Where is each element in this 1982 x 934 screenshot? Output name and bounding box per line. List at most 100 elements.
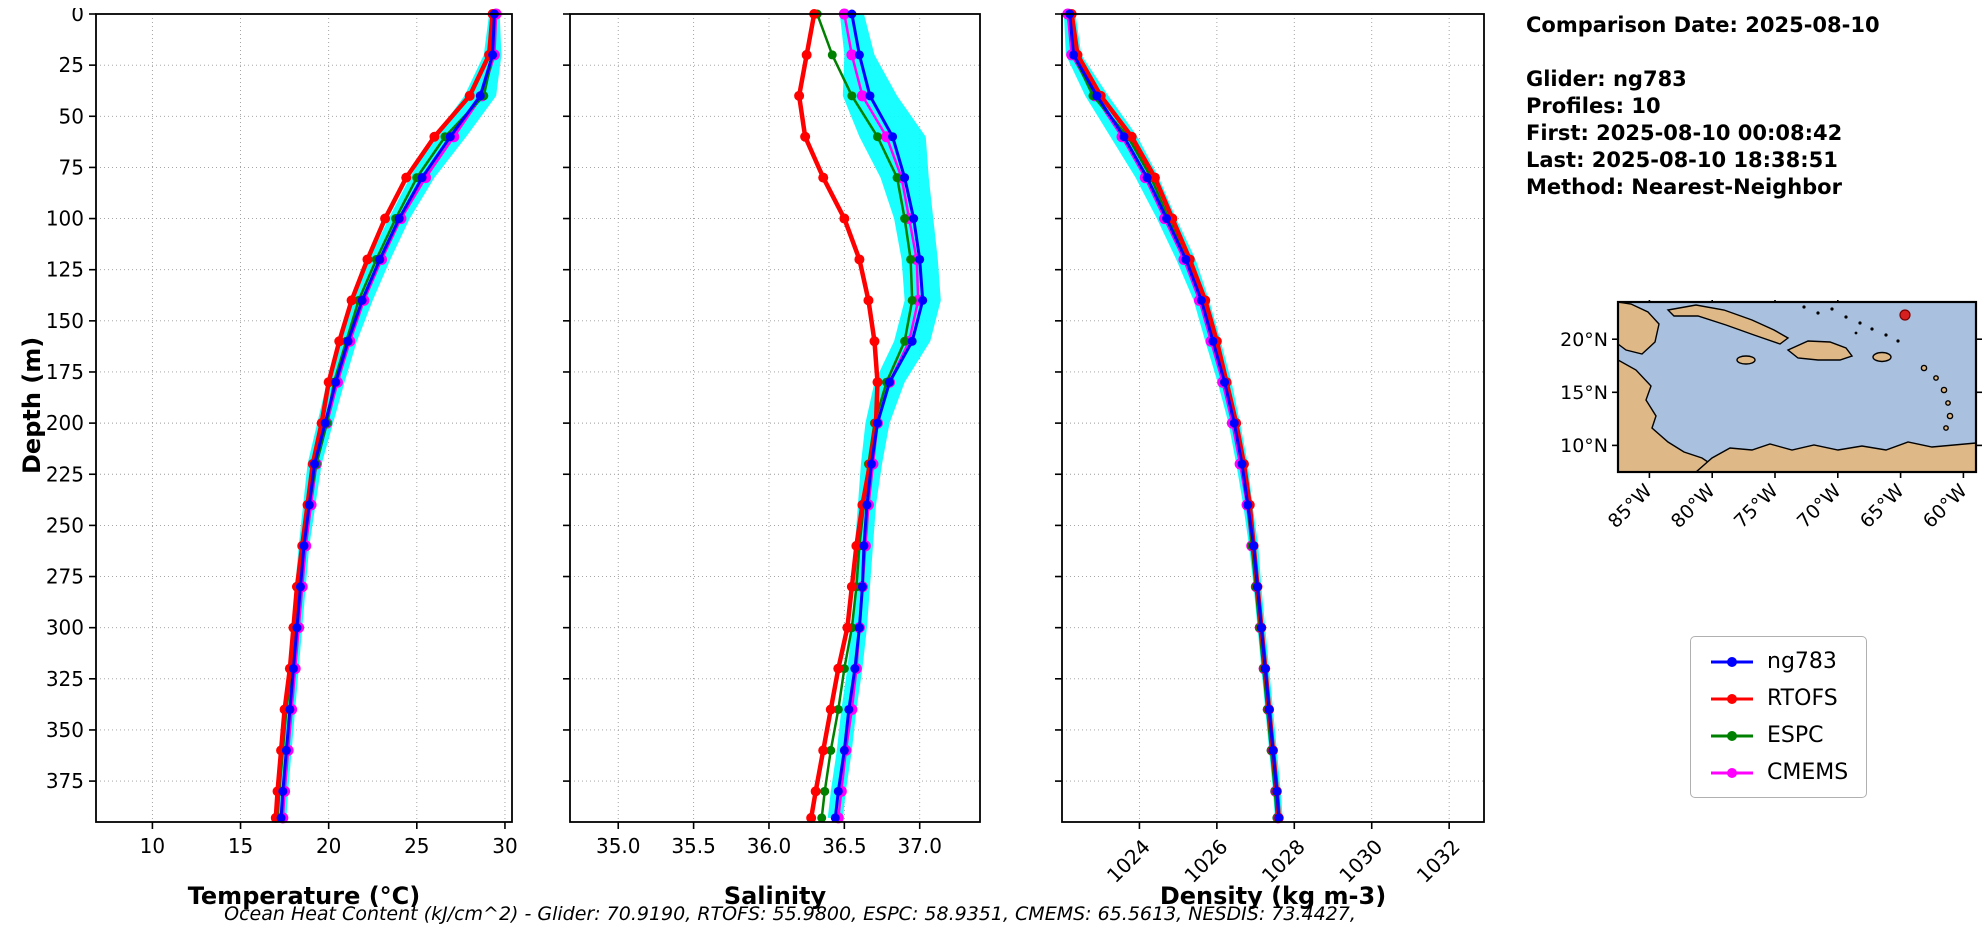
legend-marker-cmems: [1711, 767, 1753, 778]
temperature-profile-chart: 10 15 20 25 30 0 25 50 75 100 125 150 175 200 225 250 27…: [10, 2, 526, 924]
series-ng783: [830, 9, 928, 823]
map-land-antilles: [1933, 375, 1939, 381]
legend-entry-espc: ESPC: [1709, 723, 1848, 748]
svg-text:25: 25: [404, 834, 429, 858]
map-land-yucatan: [1618, 302, 1660, 355]
svg-text:250: 250: [46, 513, 84, 537]
chart-1-svg: 35.0 35.5 36.0 36.5 37.0 Salinity: [563, 8, 981, 910]
glider-envelope: [275, 14, 502, 818]
svg-text:1026: 1026: [1179, 835, 1232, 888]
svg-text:1024: 1024: [1102, 835, 1155, 888]
x-axis: 10 15 20 25 30: [140, 822, 518, 858]
density-profile-chart: 1024 1026 1028 1030 1032 Density (kg m-3): [1048, 8, 1494, 924]
svg-text:36.5: 36.5: [822, 834, 867, 858]
x-axis-title: Density (kg m-3): [1160, 882, 1386, 910]
svg-text:350: 350: [46, 718, 84, 742]
legend-marker-ng783: [1711, 656, 1753, 667]
series-espc: [1065, 9, 1282, 823]
x-axis: 1024 1026 1028 1030 1032: [1102, 822, 1465, 888]
map-land-antilles: [1946, 412, 1954, 420]
svg-text:200: 200: [46, 411, 84, 435]
svg-text:35.5: 35.5: [671, 834, 716, 858]
map-land-antilles: [1945, 400, 1951, 406]
svg-text:37.0: 37.0: [897, 834, 942, 858]
profiles-count-text: Profiles: 10: [1526, 94, 1661, 118]
x-axis-title: Temperature (°C): [188, 882, 421, 910]
svg-text:1032: 1032: [1412, 835, 1465, 888]
y-axis: 0 25 50 75 100 125 150 175 200 225 250 275 300 325 350…: [46, 2, 96, 793]
map-land-antilles: [1920, 364, 1928, 372]
plot-frame: [569, 13, 981, 823]
svg-text:300: 300: [46, 616, 84, 640]
y-axis: [1055, 13, 1062, 782]
svg-text:35.0: 35.0: [596, 834, 641, 858]
method-text: Method: Nearest-Neighbor: [1526, 175, 1842, 199]
map-frame: [1616, 300, 1978, 474]
map-lon-label: 75°W: [1730, 480, 1783, 533]
map-lat-label: 15°N: [1560, 382, 1608, 404]
svg-text:30: 30: [492, 834, 517, 858]
map-lon-label: 65°W: [1856, 480, 1909, 533]
location-map: 20°N 15°N 10°N 85°W 80°W 75°W 70°W 65°W …: [1556, 296, 1982, 545]
map-land-puerto-rico: [1872, 351, 1892, 363]
x-axis-title: Salinity: [724, 882, 827, 910]
series-cmems: [1062, 8, 1284, 824]
legend-label: RTOFS: [1767, 686, 1838, 711]
svg-text:0: 0: [71, 8, 84, 26]
glider-id-text: Glider: ng783: [1526, 67, 1687, 91]
chart-2-svg: 1024 1026 1028 1030 1032 Density (kg m-3): [1055, 8, 1485, 910]
glider-envelope: [1063, 14, 1283, 818]
svg-text:36.0: 36.0: [747, 834, 792, 858]
last-profile-time-text: Last: 2025-08-10 18:38:51: [1526, 148, 1838, 172]
map-land-cuba: [1666, 304, 1790, 345]
map-lon-label: 80°W: [1667, 480, 1720, 533]
svg-text:1030: 1030: [1334, 835, 1387, 888]
legend-entry-cmems: CMEMS: [1709, 760, 1848, 785]
first-profile-time-text: First: 2025-08-10 00:08:42: [1526, 121, 1843, 145]
svg-text:175: 175: [46, 360, 84, 384]
chart-legend: ng783 RTOFS ESPC CMEMS: [1690, 636, 1868, 798]
map-bahamas-islands: [1802, 305, 1900, 343]
svg-text:225: 225: [46, 462, 84, 486]
map-lon-label: 85°W: [1604, 480, 1657, 533]
svg-text:150: 150: [46, 309, 84, 333]
x-axis: 35.0 35.5 36.0 36.5 37.0: [596, 822, 942, 858]
svg-text:20: 20: [316, 834, 341, 858]
svg-text:15: 15: [228, 834, 253, 858]
map-land-hispaniola: [1786, 340, 1854, 361]
plot-frame: [1061, 13, 1485, 823]
gridlines: [570, 13, 980, 822]
map-land-central-america: [1618, 359, 1716, 472]
gridlines: [1062, 13, 1484, 822]
ohc-caption: Ocean Heat Content (kJ/cm^2) - Glider: 7…: [224, 903, 1356, 925]
glider-position-marker: [1899, 309, 1911, 321]
map-land-jamaica: [1736, 355, 1756, 365]
legend-label: CMEMS: [1767, 760, 1849, 785]
svg-text:325: 325: [46, 667, 84, 691]
map-lat-label: 20°N: [1560, 329, 1608, 351]
plot-frame: [95, 13, 513, 823]
map-lon-label: 70°W: [1793, 480, 1846, 533]
svg-text:100: 100: [46, 207, 84, 231]
series-rtofs: [1066, 9, 1284, 823]
map-land-antilles: [1940, 386, 1948, 394]
svg-text:75: 75: [59, 155, 84, 179]
svg-text:275: 275: [46, 565, 84, 589]
series-ng783: [276, 9, 499, 823]
legend-entry-rtofs: RTOFS: [1709, 686, 1848, 711]
map-land-antilles: [1943, 425, 1949, 431]
chart-0-svg: 10 15 20 25 30025507510012515017520022525027…: [46, 2, 518, 910]
svg-text:10: 10: [140, 834, 165, 858]
map-lat-label: 10°N: [1560, 435, 1608, 457]
comparison-date-text: Comparison Date: 2025-08-10: [1526, 13, 1880, 37]
legend-marker-espc: [1711, 730, 1753, 741]
svg-text:50: 50: [59, 104, 84, 128]
salinity-profile-chart: 35.0 35.5 36.0 36.5 37.0 Salinity: [558, 8, 992, 924]
caribbean-map: 20°N 15°N 10°N 85°W 80°W 75°W 70°W 65°W …: [1560, 296, 1982, 533]
svg-text:375: 375: [46, 769, 84, 793]
legend-label: ESPC: [1767, 723, 1824, 748]
comparison-info-panel: Comparison Date: 2025-08-10 Glider: ng78…: [1526, 12, 1880, 201]
legend-marker-rtofs: [1711, 693, 1753, 704]
svg-text:1028: 1028: [1257, 835, 1310, 888]
map-lon-label: 60°W: [1919, 480, 1972, 533]
